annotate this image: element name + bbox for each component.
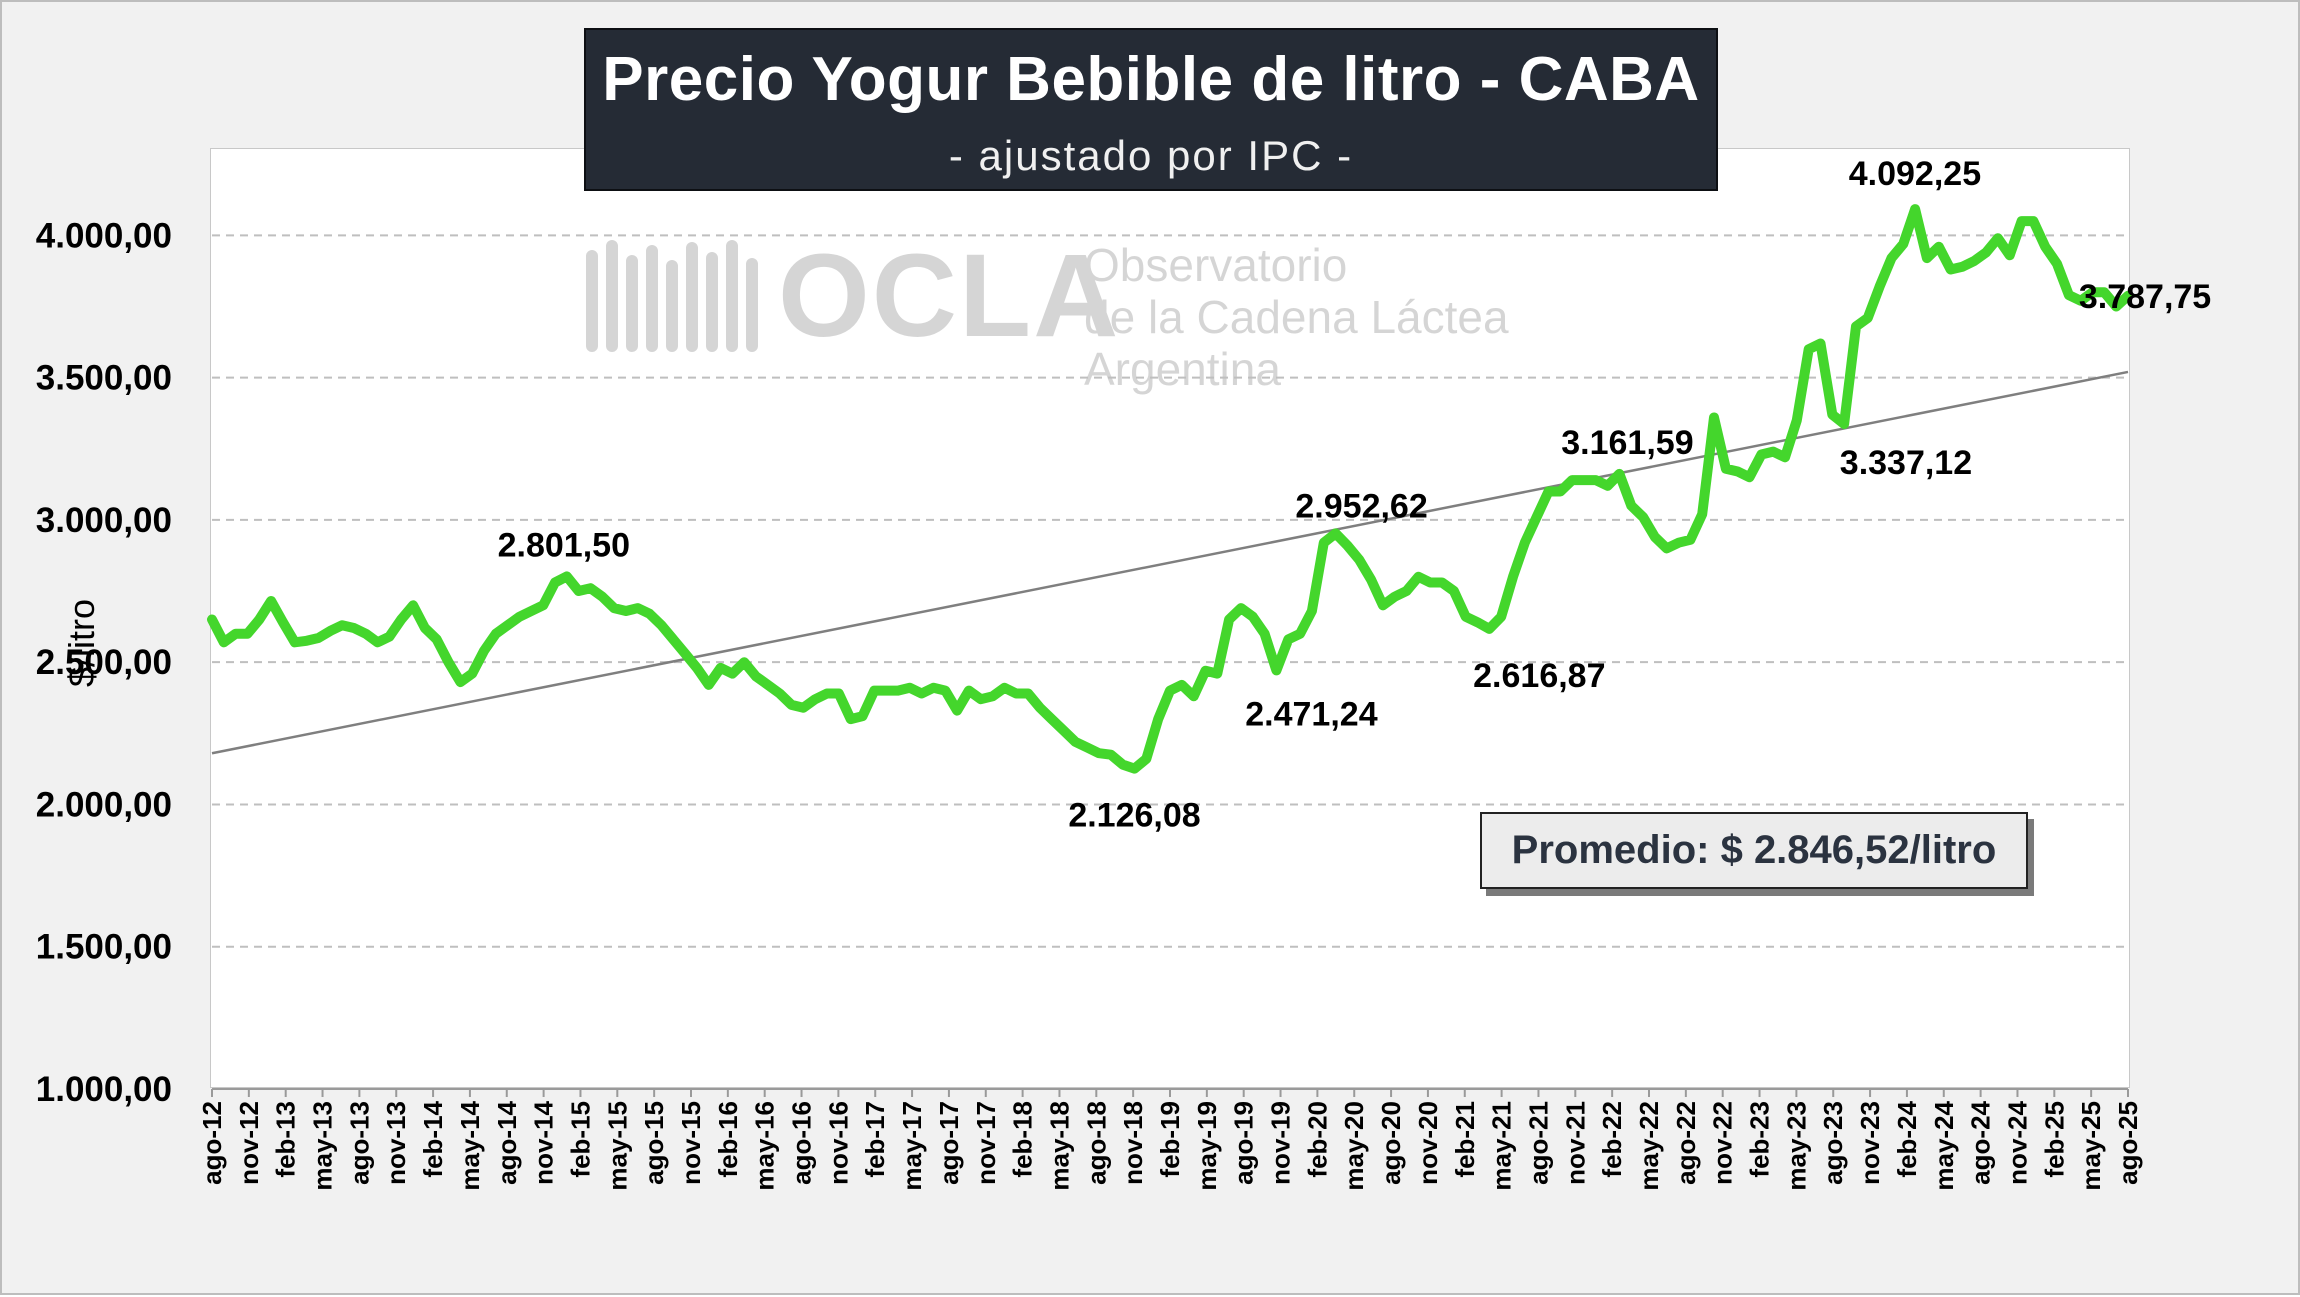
x-tick-label: feb-18: [1008, 1101, 1038, 1178]
data-label: 3.161,59: [1561, 424, 1693, 462]
x-tick-label: ago-25: [2113, 1101, 2143, 1185]
x-tick-label: feb-16: [713, 1101, 743, 1178]
x-tick-label: may-20: [1339, 1101, 1369, 1191]
x-tick-label: ago-18: [1081, 1101, 1111, 1185]
trend-line: [211, 370, 2129, 755]
x-tick-label: may-15: [602, 1101, 632, 1191]
y-tick-label: 3.000,00: [36, 501, 172, 540]
x-tick-label: feb-21: [1450, 1101, 1480, 1178]
x-tick-label: nov-21: [1560, 1101, 1590, 1185]
x-tick-label: nov-14: [529, 1100, 559, 1184]
data-label: 4.092,25: [1849, 155, 1981, 193]
data-label: 2.801,50: [498, 526, 630, 564]
x-tick-label: feb-20: [1302, 1101, 1332, 1178]
x-tick-label: may-23: [1781, 1101, 1811, 1191]
x-tick-label: ago-13: [344, 1101, 374, 1185]
y-tick-label: 4.000,00: [36, 216, 172, 255]
data-label: 2.126,08: [1068, 797, 1200, 835]
x-tick-label: may-16: [750, 1101, 780, 1191]
x-tick-label: may-17: [897, 1101, 927, 1191]
data-label: 2.471,24: [1245, 695, 1377, 733]
x-tick-label: nov-23: [1855, 1101, 1885, 1185]
x-tick-label: nov-16: [823, 1101, 853, 1185]
x-tick-label: may-14: [455, 1100, 485, 1190]
chart-title: Precio Yogur Bebible de litro - CABA: [602, 45, 1700, 114]
y-axis-label: $/litro: [61, 598, 103, 688]
watermark-logo-text: OCLA: [778, 230, 1121, 362]
x-tick-label: nov-22: [1708, 1101, 1738, 1185]
data-label: 2.952,62: [1295, 487, 1427, 525]
x-tick-label: nov-19: [1266, 1101, 1296, 1185]
series-line: [207, 204, 2133, 774]
ocla-logo-icon: [586, 240, 758, 352]
chart-subtitle: - ajustado por IPC -: [948, 132, 1354, 179]
x-tick-label: nov-13: [381, 1101, 411, 1185]
x-tick-label: may-25: [2076, 1101, 2106, 1191]
x-tick-label: ago-24: [1966, 1100, 1996, 1184]
x-tick-label: nov-12: [234, 1101, 264, 1185]
x-tick-label: ago-23: [1818, 1101, 1848, 1185]
x-tick-label: may-13: [308, 1101, 338, 1191]
x-tick-label: nov-15: [676, 1101, 706, 1185]
x-tick-label: nov-17: [971, 1101, 1001, 1185]
x-tick-label: feb-22: [1597, 1101, 1627, 1178]
y-tick-label: 2.000,00: [36, 785, 172, 824]
x-tick-label: may-19: [1192, 1101, 1222, 1191]
title-box: Precio Yogur Bebible de litro - CABA - a…: [584, 28, 1718, 191]
x-tick-label: nov-20: [1413, 1101, 1443, 1185]
x-tick-label: ago-20: [1376, 1101, 1406, 1185]
x-tick-label: feb-23: [1745, 1101, 1775, 1178]
x-tick-label: ago-14: [492, 1100, 522, 1184]
watermark-line-2: de la Cadena Láctea: [1084, 291, 1509, 343]
x-tick-label: ago-21: [1523, 1101, 1553, 1185]
x-tick-label: nov-24: [2002, 1100, 2032, 1184]
x-tick-label: ago-17: [934, 1101, 964, 1185]
y-tick-label: 3.500,00: [36, 359, 172, 398]
x-tick-label: feb-13: [271, 1101, 301, 1178]
x-tick-label: ago-12: [197, 1101, 227, 1185]
y-tick-label: 1.000,00: [36, 1070, 172, 1109]
x-tick-label: may-22: [1634, 1101, 1664, 1191]
x-tick-label: feb-24: [1892, 1100, 1922, 1177]
watermark-line-1: Observatorio: [1084, 239, 1348, 291]
data-label: 3.337,12: [1840, 444, 1972, 482]
x-tick-label: feb-25: [2039, 1101, 2069, 1178]
data-label: 2.616,87: [1473, 657, 1605, 695]
x-tick-label: may-21: [1487, 1101, 1517, 1191]
x-tick-label: ago-16: [787, 1101, 817, 1185]
plot-area: [210, 148, 2130, 1088]
x-tick-label: ago-19: [1229, 1101, 1259, 1185]
average-box: Promedio: $ 2.846,52/litro: [1480, 812, 2028, 889]
x-tick-label: ago-15: [639, 1101, 669, 1185]
watermark-line-3: Argentina: [1084, 343, 1281, 395]
y-tick-label: 1.500,00: [36, 928, 172, 967]
x-tick-label: ago-22: [1671, 1101, 1701, 1185]
y-tick-label: 2.500,00: [36, 643, 172, 682]
x-tick-label: feb-19: [1155, 1101, 1185, 1178]
x-tick-label: nov-18: [1118, 1101, 1148, 1185]
x-tick-label: may-24: [1929, 1100, 1959, 1190]
x-tick-label: feb-14: [418, 1100, 448, 1177]
x-tick-label: feb-15: [565, 1101, 595, 1178]
x-tick-label: feb-17: [860, 1101, 890, 1178]
ocla-watermark: OCLA Observatorio de la Cadena Láctea Ar…: [582, 228, 1512, 403]
x-tick-label: may-18: [1044, 1101, 1074, 1191]
data-label: 3.787,75: [2079, 278, 2211, 316]
